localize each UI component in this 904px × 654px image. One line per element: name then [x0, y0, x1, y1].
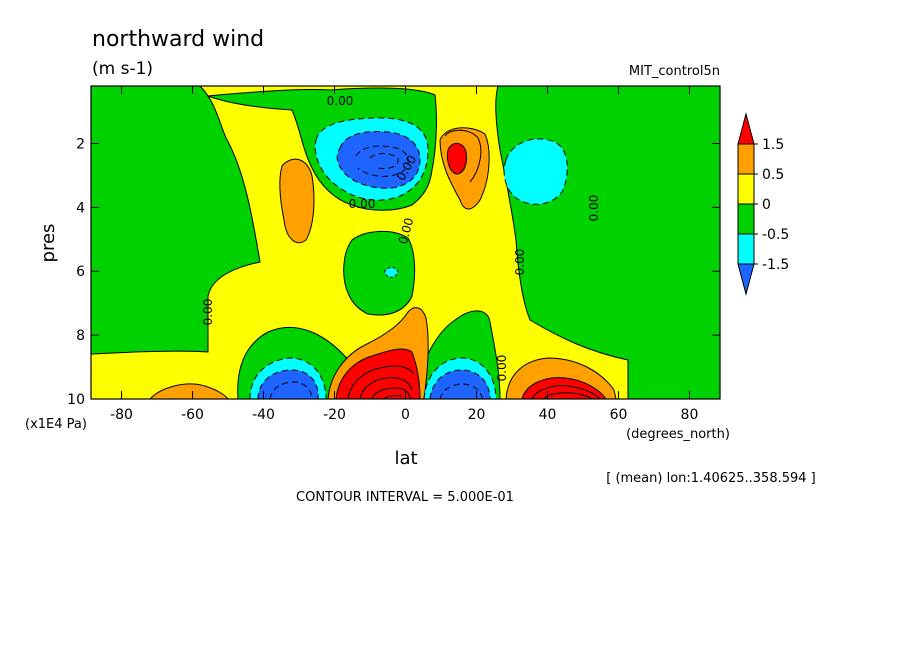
- contour-line: [444, 129, 482, 183]
- y-tick-label: 4: [76, 200, 85, 216]
- red-region-lower-north: [521, 377, 607, 399]
- colorbar-swatch: [737, 173, 755, 205]
- y-axis-units: (x1E4 Pa): [25, 417, 87, 432]
- dataset-label: MIT_control5n: [629, 64, 720, 79]
- contour-label: 0.00: [587, 195, 601, 222]
- x-axis: -80 -60 -40 -20 0 20 40 60 80: [110, 86, 698, 423]
- blue-region-lower-south: [257, 369, 319, 399]
- contour-label: 0.00: [327, 94, 354, 108]
- contour-label-layer: 0.000.000.000.000.000.000.000.00: [201, 94, 601, 381]
- contour-line: [383, 395, 403, 399]
- contour-label: 0.00: [349, 197, 376, 211]
- colorbar-swatch-bottom: [737, 263, 755, 296]
- colorbar-label: -0.5: [762, 227, 789, 243]
- contour-line: [371, 387, 411, 399]
- chart-units: (m s-1): [92, 59, 153, 79]
- colorbar-swatch: [737, 203, 755, 235]
- chart-title: northward wind: [92, 27, 264, 52]
- x-tick-label: 60: [610, 407, 628, 423]
- x-tick-label: -60: [181, 407, 204, 423]
- colorbar: 1.5 0.5 0 -0.5 -1.5: [737, 112, 789, 296]
- red-region-upper: [447, 143, 467, 175]
- colorbar-swatch: [737, 233, 755, 265]
- y-tick-label: 2: [76, 136, 85, 152]
- red-region-lower-center: [335, 348, 421, 399]
- contour-label: 0.00: [513, 249, 527, 276]
- colorbar-swatch-top: [737, 112, 755, 145]
- contour-line: [531, 385, 601, 399]
- x-tick-label: 20: [468, 407, 486, 423]
- y-tick-label: 6: [76, 264, 85, 280]
- blue-region-upper: [336, 131, 421, 189]
- colorbar-label: 0: [762, 197, 771, 213]
- colorbar-label: -1.5: [762, 257, 789, 273]
- y-axis: 2 4 6 8 10: [67, 136, 720, 408]
- x-tick-label: -20: [323, 407, 346, 423]
- contour-line: [355, 145, 409, 177]
- green-region-south: [91, 86, 261, 355]
- colorbar-label: 0.5: [762, 167, 784, 183]
- contour-line: [347, 365, 415, 399]
- contour-label: 0.00: [396, 216, 416, 245]
- x-axis-units: (degrees_north): [626, 427, 730, 442]
- contour-interval-text: CONTOUR INTERVAL = 5.000E-01: [296, 490, 514, 505]
- x-tick-label: -80: [110, 407, 133, 423]
- orange-region-lower-south: [149, 383, 229, 399]
- colorbar-swatch: [737, 143, 755, 175]
- cyan-region-north: [503, 138, 568, 205]
- colorbar-label: 1.5: [762, 137, 784, 153]
- y-axis-label: pres: [38, 224, 59, 263]
- y-tick-label: 10: [67, 392, 85, 408]
- green-region-midlevel: [343, 231, 416, 316]
- contour-lines: [269, 129, 601, 399]
- y-tick-label: 8: [76, 328, 85, 344]
- blue-region-lower-center: [429, 369, 491, 399]
- x-tick-label: 80: [681, 407, 699, 423]
- contour-line: [269, 381, 313, 399]
- averaging-note: [ (mean) lon:1.40625..358.594 ]: [606, 471, 816, 486]
- orange-region-south: [279, 158, 315, 244]
- contour-line: [543, 392, 593, 399]
- cyan-region-small: [383, 267, 399, 278]
- x-tick-label: -40: [252, 407, 275, 423]
- x-axis-label: lat: [394, 448, 417, 469]
- contour-label: 0.00: [201, 299, 215, 326]
- x-tick-label: 0: [401, 407, 410, 423]
- x-tick-label: 40: [539, 407, 557, 423]
- contour-label: 0.00: [495, 355, 509, 382]
- contour-line: [359, 377, 413, 399]
- contour-field: 0.000.000.000.000.000.000.000.00: [91, 86, 720, 399]
